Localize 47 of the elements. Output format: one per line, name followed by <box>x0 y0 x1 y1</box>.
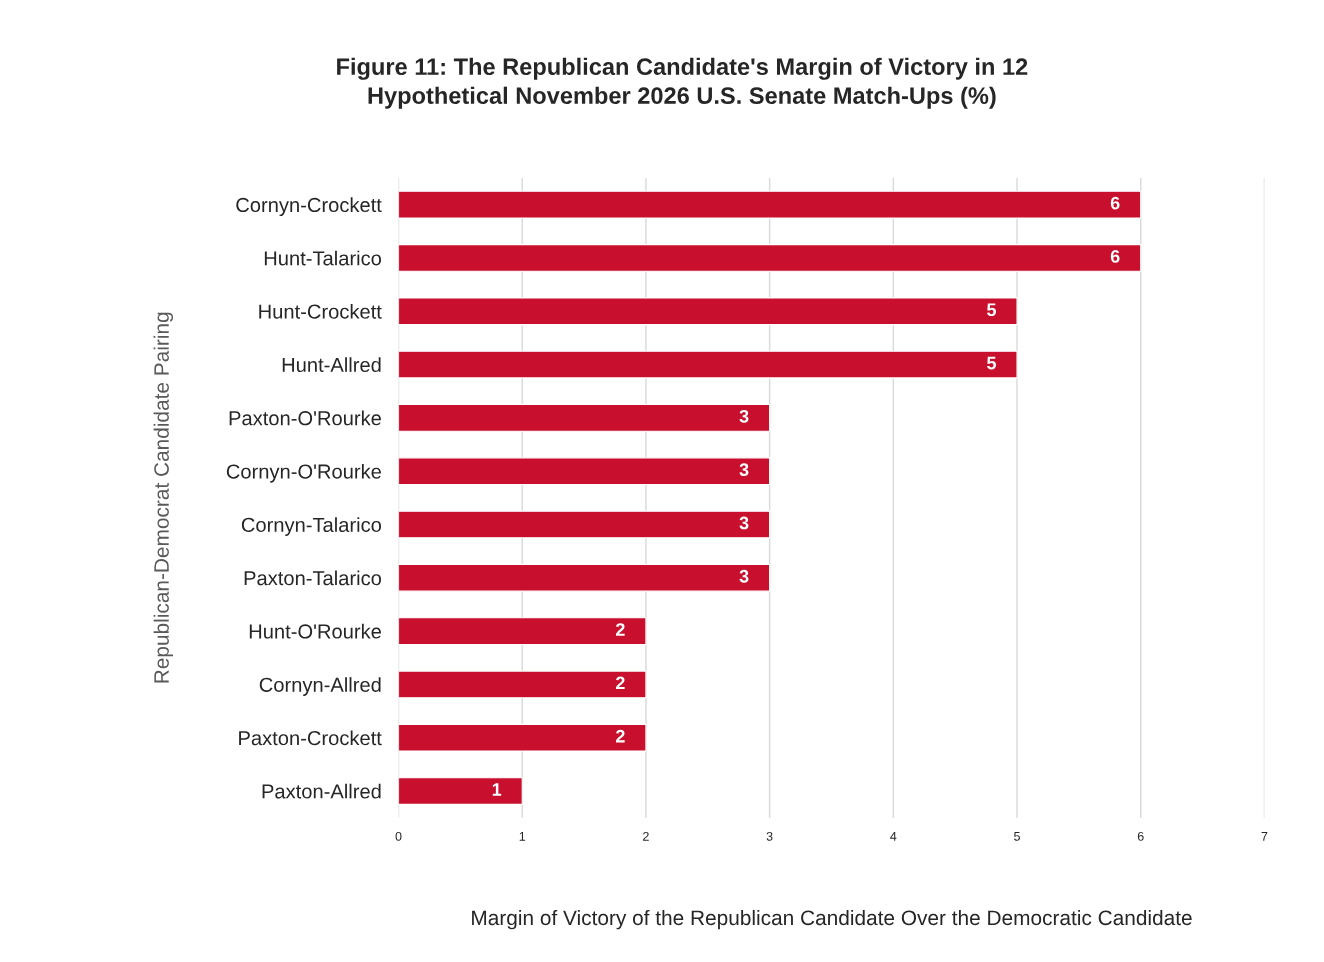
y-tick-label: Paxton-Crockett <box>239 730 382 746</box>
bar <box>398 244 1142 272</box>
data-label: 6 <box>1110 196 1120 210</box>
x-tick-label: 2 <box>643 831 649 841</box>
data-label: 3 <box>739 463 749 477</box>
bar <box>398 190 1142 219</box>
x-axis-title: Margin of Victory of the Republican Candidate Over the Democratic Candidate <box>472 909 1192 930</box>
y-tick-label: Hunt-Allred <box>282 357 381 373</box>
x-tick-label: 1 <box>519 832 526 841</box>
y-tick-label: Paxton-Allred <box>262 783 381 799</box>
data-label: 2 <box>615 623 625 636</box>
x-tick-label: 3 <box>766 831 773 841</box>
bar <box>398 777 523 805</box>
y-tick-label: Hunt-Talarico <box>264 250 382 266</box>
bar <box>398 670 647 699</box>
bar <box>398 563 771 592</box>
bar <box>398 617 647 645</box>
y-tick-label: Cornyn-Crockett <box>236 197 382 217</box>
y-tick-label: Cornyn-Allred <box>259 677 381 696</box>
y-tick-label: Paxton-Talarico <box>244 570 382 586</box>
data-label: 6 <box>1110 250 1120 263</box>
y-tick-label: Hunt-O'Rourke <box>249 623 381 639</box>
y-tick-label: Cornyn-Talarico <box>241 517 382 536</box>
y-axis-title: Republican-Democrat Candidate Pairing <box>153 312 174 683</box>
data-label: 1 <box>492 783 502 796</box>
y-tick-label: Paxton-O'Rourke <box>229 410 381 426</box>
y-tick-label: Hunt-Crockett <box>259 303 382 319</box>
data-label: 2 <box>615 676 625 690</box>
x-tick-label: 0 <box>395 831 402 841</box>
bar <box>398 457 771 486</box>
chart-title: Figure 11: The Republican Candidate's Margin of Victory in 12 Hypothetical November 2026 U.S. Senate Match-Ups (%) <box>337 57 1028 109</box>
bar <box>398 350 1018 379</box>
x-tick-label: 6 <box>1137 831 1144 841</box>
data-label: 3 <box>739 569 749 583</box>
data-label: 5 <box>987 303 996 317</box>
x-tick-label: 5 <box>1014 832 1020 841</box>
data-label: 5 <box>987 356 996 370</box>
data-label: 3 <box>739 409 749 423</box>
bar <box>398 297 1018 326</box>
bar <box>398 510 771 539</box>
bar <box>398 403 771 432</box>
y-tick-label: Cornyn-O'Rourke <box>226 463 381 483</box>
bar <box>398 723 647 752</box>
data-label: 2 <box>615 729 625 743</box>
x-tick-label: 4 <box>890 832 897 841</box>
data-label: 3 <box>739 516 749 530</box>
x-tick-label: 7 <box>1261 832 1268 841</box>
